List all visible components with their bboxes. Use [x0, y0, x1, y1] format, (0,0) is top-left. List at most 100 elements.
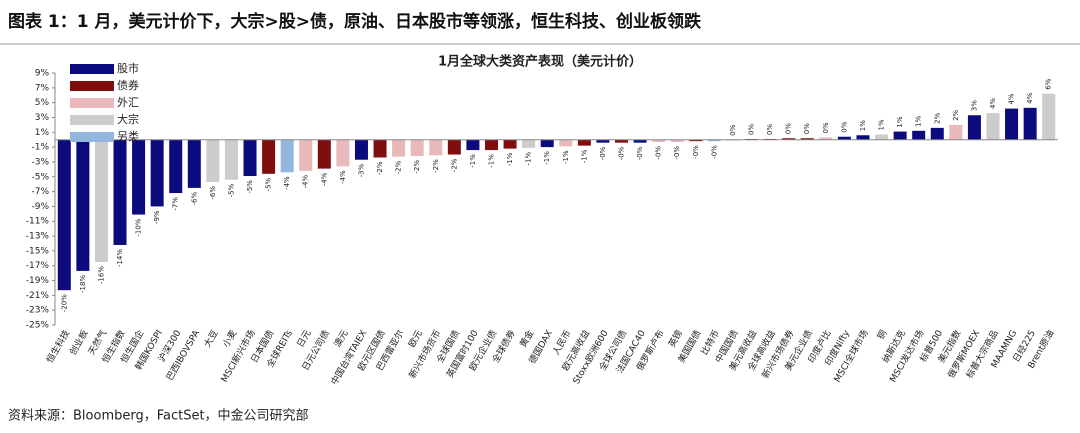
bar: [280, 139, 294, 173]
value-label: -7%: [172, 197, 180, 211]
legend-label: 债券: [117, 78, 139, 92]
bar: [1005, 108, 1019, 140]
legend-swatch: [70, 132, 114, 142]
value-label: 2%: [933, 112, 941, 123]
value-label: -4%: [339, 170, 347, 184]
value-label: -1%: [543, 151, 551, 165]
bar: [615, 139, 629, 143]
y-tick-label: -21%: [26, 291, 50, 301]
y-tick-label: -5%: [31, 172, 49, 182]
bar: [503, 139, 517, 149]
bar: [354, 139, 368, 160]
y-tick-label: 3%: [35, 113, 50, 123]
x-tick-label: 大豆: [201, 328, 220, 350]
bar: [689, 139, 703, 142]
y-tick-label: -23%: [26, 306, 50, 316]
bar: [187, 139, 201, 188]
value-label: -6%: [190, 192, 198, 206]
value-label: 0%: [803, 123, 811, 134]
bar: [224, 139, 238, 180]
value-label: 6%: [1045, 78, 1053, 89]
value-label: 0%: [822, 122, 830, 133]
bar: [596, 139, 610, 143]
bar: [299, 139, 313, 171]
x-tick-label: 英镑: [666, 328, 685, 350]
chart-title: 1月全球大类资产表现（美元计价）: [438, 54, 642, 70]
value-label: -10%: [135, 218, 143, 236]
bar: [577, 139, 591, 146]
source-note: 资料来源：Bloomberg，FactSet，中金公司研究部: [8, 408, 309, 424]
y-tick-label: -15%: [26, 246, 50, 256]
x-tick-label: 澳元: [331, 328, 350, 350]
y-tick-label: -19%: [26, 276, 50, 286]
value-label: -14%: [116, 249, 124, 267]
bar: [76, 139, 90, 271]
legend-label: 大宗: [117, 112, 139, 126]
bar: [930, 127, 944, 140]
legend-swatch: [70, 98, 114, 108]
bar: [410, 139, 424, 157]
bar: [317, 139, 331, 169]
value-label: -2%: [413, 160, 421, 174]
bar: [837, 136, 851, 140]
value-label: 0%: [748, 124, 756, 135]
legend-swatch: [70, 81, 114, 91]
x-tick-label: 黄金: [517, 328, 536, 350]
value-label: -1%: [580, 149, 588, 163]
bar: [206, 139, 220, 182]
bar: [856, 135, 870, 140]
y-tick-label: -11%: [26, 217, 50, 227]
value-label: 3%: [970, 100, 978, 111]
bar: [94, 139, 108, 262]
x-tick-label: 恒生科技: [44, 328, 72, 365]
bar: [559, 139, 573, 147]
value-label: -9%: [153, 210, 161, 224]
bar: [1042, 93, 1056, 140]
bar: [949, 124, 963, 140]
x-tick-label: 日元: [295, 328, 314, 349]
y-tick-label: -9%: [31, 202, 49, 212]
value-label: 2%: [952, 109, 960, 120]
y-tick-label: 5%: [35, 98, 50, 108]
bar: [800, 138, 814, 140]
value-label: -16%: [97, 266, 105, 284]
bar: [912, 130, 926, 140]
value-label: 0%: [840, 121, 848, 132]
value-label: -5%: [246, 180, 254, 194]
bar: [243, 139, 257, 177]
value-label: -1%: [469, 154, 477, 168]
value-label: -4%: [283, 176, 291, 190]
value-label: 4%: [989, 98, 997, 109]
value-label: -18%: [79, 275, 87, 293]
value-label: 1%: [915, 115, 923, 126]
legend-swatch: [70, 115, 114, 125]
value-label: 1%: [859, 120, 867, 131]
value-label: 0%: [785, 123, 793, 134]
x-tick-label: 欧元: [406, 328, 425, 350]
y-tick-label: -1%: [31, 143, 49, 153]
value-label: 0%: [766, 124, 774, 135]
value-label: -4%: [320, 172, 328, 186]
value-label: -4%: [302, 174, 310, 188]
value-label: -2%: [450, 158, 458, 172]
y-tick-label: -3%: [31, 157, 49, 167]
bar: [169, 139, 183, 194]
bar: [967, 115, 981, 140]
value-label: -1%: [487, 154, 495, 168]
value-label: -0%: [636, 146, 644, 160]
value-label: -1%: [506, 152, 514, 166]
bar: [336, 139, 350, 167]
value-label: -0%: [692, 145, 700, 159]
bar: [819, 137, 833, 140]
value-label: -1%: [525, 152, 533, 166]
bar: [522, 139, 536, 148]
y-tick-label: -7%: [31, 187, 49, 197]
y-tick-label: 9%: [35, 69, 50, 79]
y-tick-label: 7%: [35, 83, 50, 93]
bar: [1023, 107, 1037, 140]
value-label: 4%: [1008, 93, 1016, 104]
bar: [262, 139, 276, 174]
value-label: -0%: [710, 145, 718, 159]
value-label: -6%: [209, 186, 217, 200]
bar: [150, 139, 164, 207]
